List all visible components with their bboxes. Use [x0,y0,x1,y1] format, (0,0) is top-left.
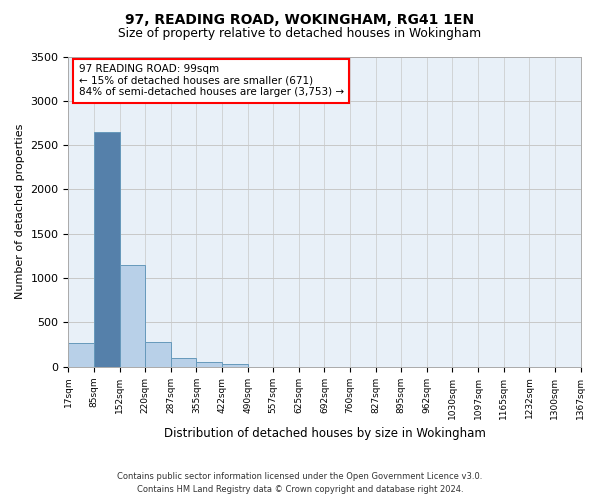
X-axis label: Distribution of detached houses by size in Wokingham: Distribution of detached houses by size … [164,427,485,440]
Text: Contains public sector information licensed under the Open Government Licence v3: Contains public sector information licen… [118,472,482,481]
Bar [68,343,94,367]
Bar [196,362,222,367]
Bar [171,358,196,367]
Bar [222,364,248,367]
Text: Contains HM Land Registry data © Crown copyright and database right 2024.: Contains HM Land Registry data © Crown c… [137,485,463,494]
Text: Size of property relative to detached houses in Wokingham: Size of property relative to detached ho… [118,28,482,40]
Bar [119,265,145,367]
Text: 97 READING ROAD: 99sqm
← 15% of detached houses are smaller (671)
84% of semi-de: 97 READING ROAD: 99sqm ← 15% of detached… [79,64,344,98]
Y-axis label: Number of detached properties: Number of detached properties [15,124,25,300]
Text: 97, READING ROAD, WOKINGHAM, RG41 1EN: 97, READING ROAD, WOKINGHAM, RG41 1EN [125,12,475,26]
Bar [94,132,119,367]
Bar [145,342,171,367]
